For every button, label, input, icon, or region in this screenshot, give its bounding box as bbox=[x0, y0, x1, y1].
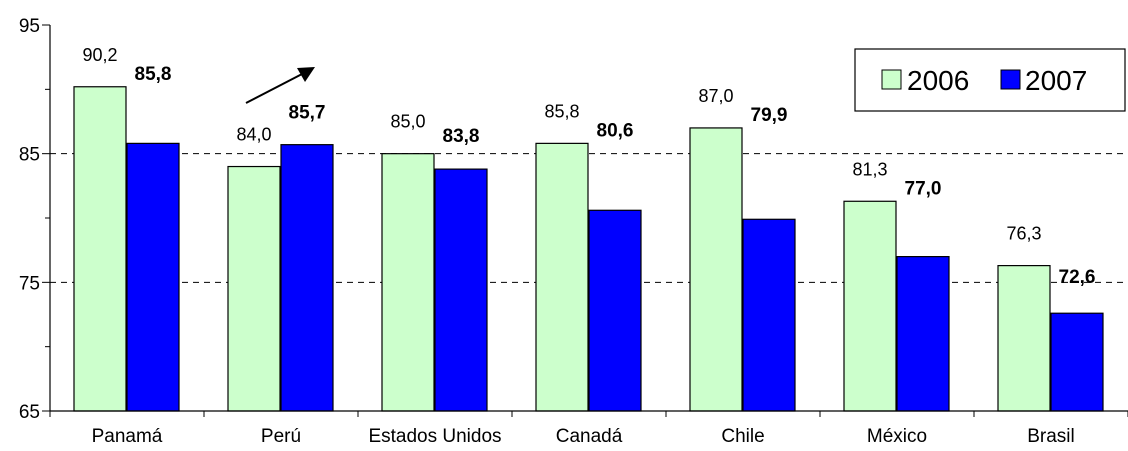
x-category-label-6: Brasil bbox=[1027, 426, 1075, 447]
bar-2006-6 bbox=[997, 265, 1051, 412]
axes: 65 75 85 95 Panamá Perú Estados Unidos Canadá Ch… bbox=[19, 16, 1128, 447]
bar-2006-0 bbox=[73, 86, 127, 412]
legend-swatch-2007 bbox=[1000, 69, 1021, 90]
data-label-2006-3: 85,8 bbox=[544, 101, 579, 121]
x-category-label-2: Estados Unidos bbox=[368, 426, 501, 447]
bar-2006-5 bbox=[843, 200, 897, 412]
x-category-label-3: Canadá bbox=[556, 426, 623, 447]
bar-2007-1 bbox=[280, 144, 334, 412]
y-tick-label-75: 75 bbox=[19, 273, 40, 294]
data-label-2007-1: 85,7 bbox=[289, 103, 326, 124]
legend-label-2006: 2006 bbox=[907, 65, 969, 96]
data-label-2006-6: 76,3 bbox=[1006, 224, 1041, 244]
trend-arrow-annotation bbox=[245, 67, 315, 104]
data-label-2007-6: 72,6 bbox=[1059, 267, 1096, 288]
x-category-label-4: Chile bbox=[721, 426, 764, 447]
bar-2007-6 bbox=[1050, 312, 1104, 412]
bar-2006-2 bbox=[381, 153, 435, 412]
data-label-2006-5: 81,3 bbox=[852, 159, 887, 179]
data-label-2007-0: 85,8 bbox=[135, 64, 172, 85]
legend: 2006 2007 bbox=[854, 48, 1126, 112]
data-labels: 90,2 85,8 84,0 85,7 85,0 83,8 85,8 80,6 87,0 79,9… bbox=[82, 45, 1095, 288]
legend-label-2007: 2007 bbox=[1025, 65, 1087, 96]
data-label-2006-0: 90,2 bbox=[82, 45, 117, 65]
bar-2007-2 bbox=[434, 168, 488, 412]
x-category-label-5: México bbox=[867, 426, 927, 447]
y-tick-label-85: 85 bbox=[19, 145, 40, 166]
bar-2006-4 bbox=[689, 127, 743, 412]
legend-swatch-2006 bbox=[881, 69, 902, 90]
x-category-label-0: Panamá bbox=[92, 426, 163, 447]
data-label-2006-2: 85,0 bbox=[390, 112, 425, 132]
data-label-2007-3: 80,6 bbox=[597, 120, 634, 141]
x-category-label-1: Perú bbox=[261, 426, 301, 447]
data-label-2006-1: 84,0 bbox=[236, 125, 271, 145]
bars bbox=[73, 86, 1104, 412]
bar-2007-3 bbox=[588, 209, 642, 412]
bar-2006-1 bbox=[227, 165, 281, 412]
data-label-2007-2: 83,8 bbox=[443, 126, 480, 147]
bar-2007-5 bbox=[896, 256, 950, 412]
bar-2007-0 bbox=[126, 142, 180, 412]
bar-2007-4 bbox=[742, 218, 796, 412]
data-label-2007-5: 77,0 bbox=[905, 178, 942, 199]
data-label-2007-4: 79,9 bbox=[751, 105, 788, 126]
data-label-2006-4: 87,0 bbox=[698, 86, 733, 106]
y-tick-label-65: 65 bbox=[19, 402, 40, 423]
y-tick-label-95: 95 bbox=[19, 16, 40, 37]
bar-2006-3 bbox=[535, 142, 589, 412]
